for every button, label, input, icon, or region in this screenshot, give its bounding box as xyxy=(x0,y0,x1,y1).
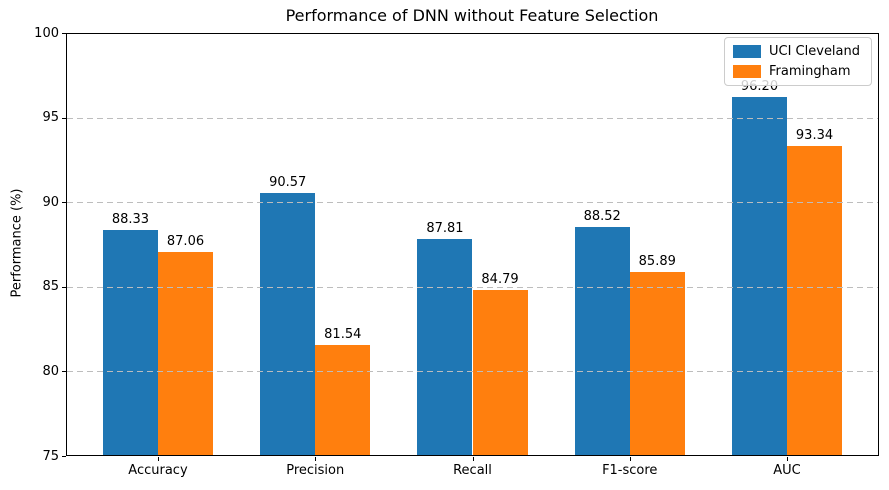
bar-value-label: 87.81 xyxy=(426,221,464,237)
y-tick-mark xyxy=(62,202,66,204)
bar-framingham-auc xyxy=(787,145,843,456)
y-tick-label: 75 xyxy=(42,448,59,464)
bar-value-label: 84.79 xyxy=(481,272,519,288)
gridline xyxy=(67,117,878,119)
y-tick-label: 80 xyxy=(42,363,59,379)
x-tick-mark xyxy=(315,457,317,461)
x-tick-label-auc: AUC xyxy=(773,463,801,478)
legend-swatch-framingham xyxy=(733,65,761,78)
y-tick-mark xyxy=(62,371,66,373)
bar-uci-cleveland-recall xyxy=(417,239,473,456)
x-tick-label-recall: Recall xyxy=(453,463,492,478)
y-tick-mark xyxy=(62,117,66,119)
gridline xyxy=(67,371,878,373)
legend: UCI Cleveland Framingham xyxy=(724,37,872,86)
gridline xyxy=(67,202,878,204)
bar-value-label: 87.06 xyxy=(166,233,205,249)
x-tick-label-accuracy: Accuracy xyxy=(128,463,188,478)
bar-value-label: 85.89 xyxy=(638,253,676,269)
legend-label-uci-cleveland: UCI Cleveland xyxy=(769,44,861,59)
legend-entry: Framingham xyxy=(733,64,863,79)
bar-uci-cleveland-auc xyxy=(731,97,787,456)
x-tick-mark xyxy=(472,457,474,461)
legend-swatch-uci-cleveland xyxy=(733,45,761,58)
y-tick-label: 100 xyxy=(34,25,59,41)
y-tick-mark xyxy=(62,33,66,34)
bar-framingham-precision xyxy=(315,345,371,456)
bar-value-label: 88.33 xyxy=(111,212,150,228)
bar-uci-cleveland-precision xyxy=(260,192,316,456)
chart-title: Performance of DNN without Feature Selec… xyxy=(285,6,659,25)
bar-value-label: 88.52 xyxy=(583,209,621,225)
legend-entry: UCI Cleveland xyxy=(733,44,863,59)
gridline xyxy=(67,286,878,288)
bar-uci-cleveland-f1-score xyxy=(574,227,630,456)
bar-uci-cleveland-accuracy xyxy=(102,230,158,456)
x-tick-mark xyxy=(787,457,788,461)
y-tick-mark xyxy=(62,456,66,457)
bar-value-label: 90.57 xyxy=(269,174,307,190)
y-tick-label: 85 xyxy=(42,279,59,295)
bar-framingham-accuracy xyxy=(157,251,214,456)
bar-value-label: 93.34 xyxy=(795,127,834,143)
legend-label-framingham: Framingham xyxy=(769,64,851,79)
bar-framingham-f1-score xyxy=(629,271,685,456)
x-tick-mark xyxy=(157,457,159,461)
y-tick-label: 90 xyxy=(42,194,59,210)
x-tick-mark xyxy=(629,457,631,461)
x-tick-label-precision: Precision xyxy=(286,463,345,478)
y-tick-mark xyxy=(62,286,66,288)
y-axis-label: Performance (%) xyxy=(9,188,25,298)
x-tick-label-f1-score: F1-score xyxy=(602,463,658,478)
bar-framingham-recall xyxy=(472,290,528,456)
bar-value-label: 81.54 xyxy=(324,327,362,343)
y-tick-label: 95 xyxy=(42,110,59,126)
